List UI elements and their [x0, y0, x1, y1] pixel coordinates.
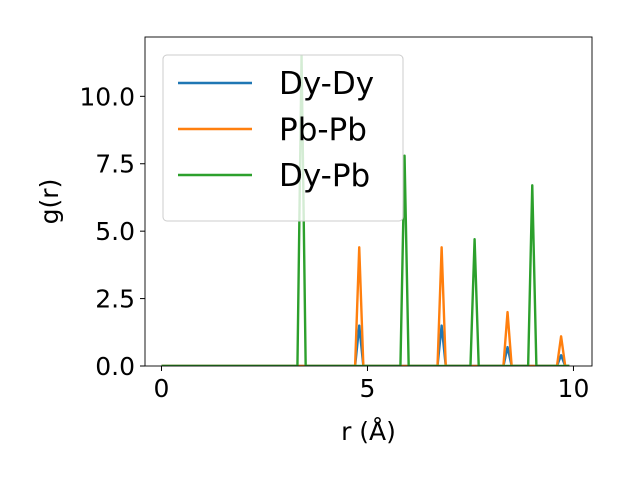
y-tick-label: 7.5 [95, 150, 135, 179]
x-tick-label: 5 [360, 374, 376, 403]
x-tick-label: 10 [558, 374, 590, 403]
x-axis-ticks: 0 5 10 [154, 366, 590, 403]
y-tick-label: 10.0 [79, 82, 135, 111]
y-axis-label: g(r) [35, 179, 64, 225]
y-tick-label: 2.5 [95, 285, 135, 314]
y-tick-label: 0.0 [95, 352, 135, 381]
legend: Dy-Dy Pb-Pb Dy-Pb [162, 54, 404, 222]
series-line-pb-pb [161, 246, 570, 366]
axes-frame [144, 36, 593, 367]
legend-box [162, 54, 404, 222]
y-tick-label: 5.0 [95, 217, 135, 246]
legend-label: Pb-Pb [279, 112, 367, 148]
y-axis-ticks: 0.0 2.5 5.0 7.5 10.0 [79, 82, 145, 381]
x-tick-label: 0 [154, 374, 170, 403]
legend-label: Dy-Pb [279, 158, 370, 194]
series-line-dy-dy [161, 324, 570, 366]
x-axis-label: r (Å) [341, 417, 396, 446]
legend-label: Dy-Dy [279, 66, 374, 102]
